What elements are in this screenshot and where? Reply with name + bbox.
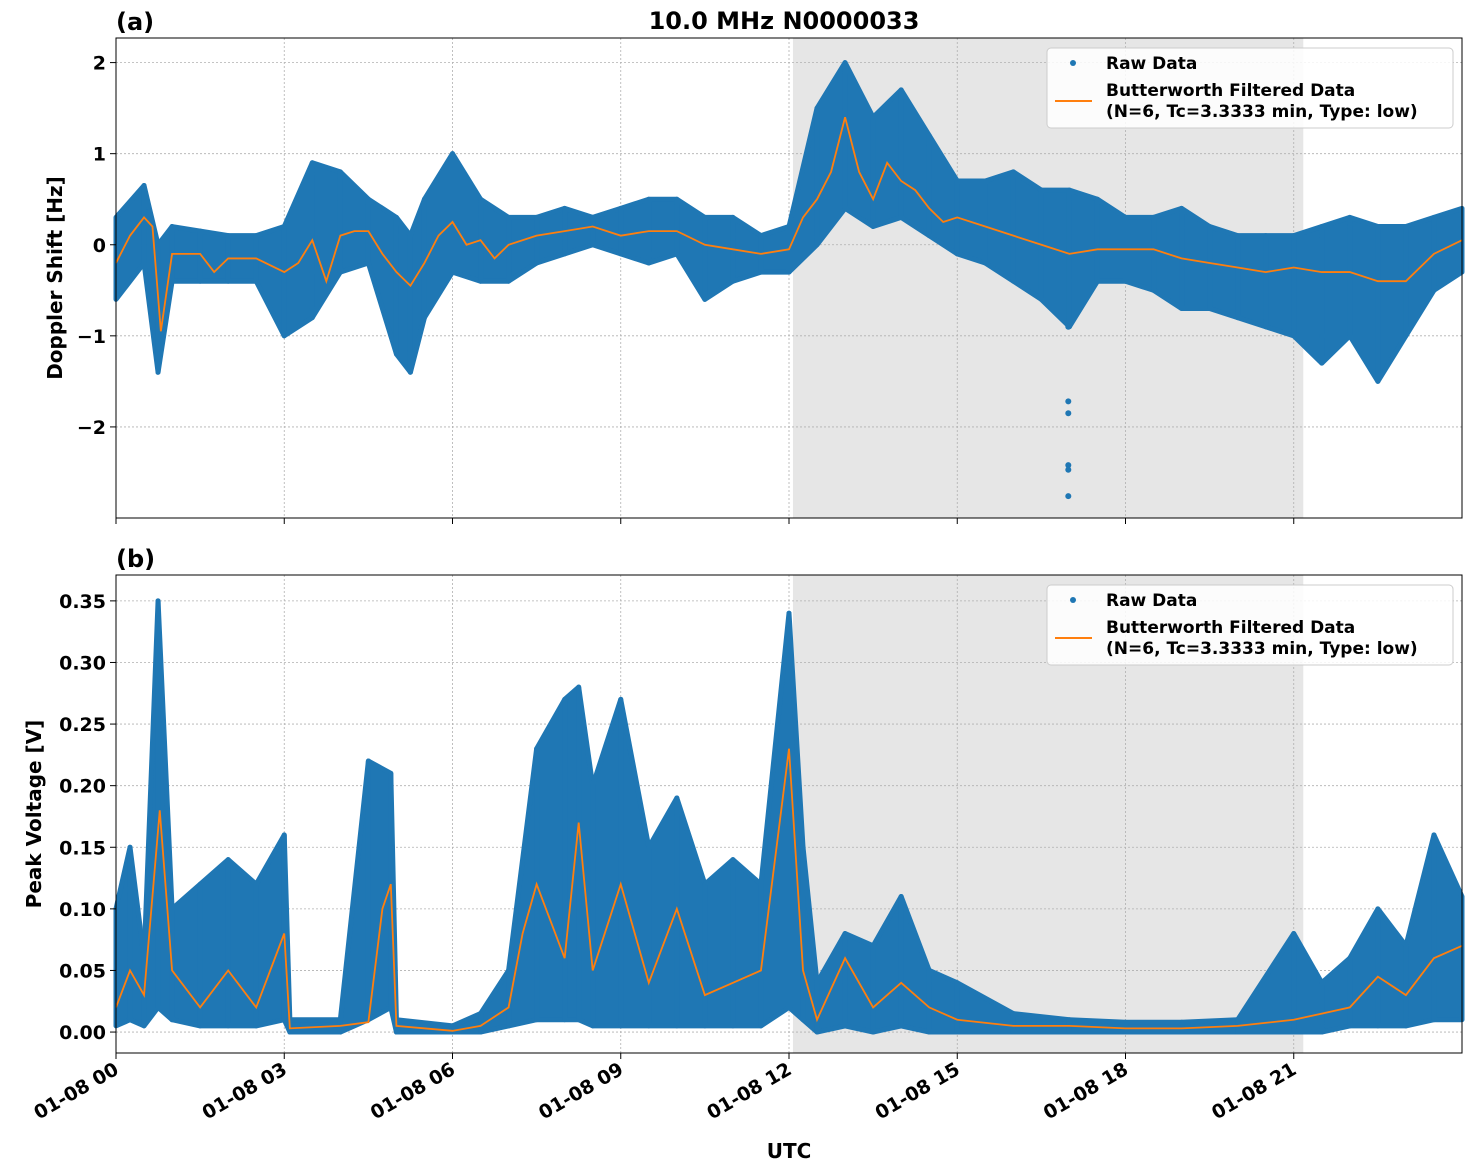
raw-data-band xyxy=(253,224,287,339)
raw-data-band xyxy=(1207,224,1241,321)
figure-title: 10.0 MHz N0000033 xyxy=(649,7,920,35)
raw-data-band xyxy=(450,151,484,284)
raw-data-band xyxy=(169,881,203,1029)
x-tick-label: 01-08 03 xyxy=(198,1058,290,1124)
raw-data-band xyxy=(506,214,540,284)
y-tick-label: −1 xyxy=(77,326,106,348)
raw-data-band xyxy=(674,196,708,302)
raw-data-band xyxy=(365,758,394,1023)
raw-data-band xyxy=(337,758,371,1035)
raw-data-band xyxy=(1123,1019,1185,1035)
raw-data-band xyxy=(478,196,512,284)
legend: Raw Data Butterworth Filtered Data(N=6, T… xyxy=(1046,47,1454,129)
legend-box xyxy=(1046,584,1454,666)
raw-data-band xyxy=(113,183,147,302)
raw-data-band xyxy=(590,696,624,1029)
legend-raw-marker xyxy=(1070,597,1076,603)
raw-data-point xyxy=(1065,323,1072,330)
raw-data-band xyxy=(1010,169,1044,302)
x-tick-label: 01-08 09 xyxy=(535,1058,627,1124)
y-axis-label: Peak Voltage [V] xyxy=(22,720,46,909)
x-tick-label: 01-08 21 xyxy=(1208,1058,1300,1124)
raw-data-point xyxy=(1065,466,1072,473)
raw-data-band xyxy=(702,214,736,302)
raw-data-band xyxy=(365,196,399,357)
legend-box xyxy=(1046,47,1454,129)
raw-data-band xyxy=(1123,214,1157,293)
y-tick-label: 1 xyxy=(93,144,106,166)
raw-data-point xyxy=(1065,410,1072,417)
y-tick-label: 0.20 xyxy=(59,776,106,798)
x-axis-label: UTC xyxy=(767,1139,812,1163)
y-tick-label: 0.35 xyxy=(59,591,106,613)
legend-raw-label: Raw Data xyxy=(1106,591,1197,611)
raw-data-band xyxy=(1319,955,1353,1035)
raw-data-band xyxy=(534,696,568,1023)
raw-data-point xyxy=(1065,493,1072,500)
x-tick-label: 01-08 06 xyxy=(367,1058,459,1124)
raw-data-band xyxy=(337,169,371,275)
legend-filtered-label: Butterworth Filtered Data xyxy=(1106,81,1355,101)
raw-data-band xyxy=(730,857,764,1029)
panel-label: (b) xyxy=(116,545,155,573)
raw-data-band xyxy=(281,160,315,339)
y-tick-label: 0.00 xyxy=(59,1022,106,1044)
raw-data-band xyxy=(702,857,736,1029)
legend: Raw Data Butterworth Filtered Data(N=6, T… xyxy=(1046,584,1454,666)
raw-data-band xyxy=(1375,224,1409,384)
raw-data-band xyxy=(1431,205,1465,293)
raw-data-band xyxy=(870,87,904,230)
raw-data-band xyxy=(1347,214,1381,384)
y-tick-label: 0.05 xyxy=(59,960,106,982)
y-tick-label: 0.25 xyxy=(59,714,106,736)
panel-b-peak-voltage: 0.35 0.30 0.25 0.20 0.15 0.10 0.05 0.00 01-08 00… xyxy=(22,545,1465,1163)
raw-data-band xyxy=(1291,224,1325,366)
raw-data-band xyxy=(1431,832,1465,1023)
raw-data-band xyxy=(1038,187,1072,330)
legend-filtered-label: Butterworth Filtered Data xyxy=(1106,618,1355,638)
x-tick-label: 01-08 12 xyxy=(703,1058,795,1124)
panel-a-doppler-shift: 2 1 0 −1 −2 (a) Doppler Shift [Hz] Raw Data Butt… xyxy=(43,8,1465,524)
filtered-data-line xyxy=(115,748,1463,1032)
raw-data-band xyxy=(1403,832,1437,1029)
filtered-data-line xyxy=(115,117,1463,332)
raw-data-band xyxy=(618,696,652,1029)
y-tick-label: 0 xyxy=(93,235,106,257)
y-tick-label: 0.10 xyxy=(59,899,106,921)
raw-data-band xyxy=(1010,1011,1072,1035)
raw-data-band xyxy=(926,967,960,1035)
legend-raw-marker xyxy=(1070,60,1076,66)
raw-data-band xyxy=(197,228,231,284)
y-tick-label: −2 xyxy=(77,417,106,439)
raw-data-band xyxy=(758,610,792,1029)
raw-data-band xyxy=(1151,205,1185,312)
x-tick-label: 01-08 00 xyxy=(30,1058,122,1124)
legend-filtered-params: (N=6, Tc=3.3333 min, Type: low) xyxy=(1106,639,1418,659)
raw-data-point xyxy=(1065,462,1072,469)
raw-data-band xyxy=(309,160,343,321)
legend-raw-label: Raw Data xyxy=(1106,54,1197,74)
x-tick-label: 01-08 15 xyxy=(871,1058,963,1124)
raw-data-band xyxy=(1375,906,1409,1029)
raw-data-band xyxy=(674,795,708,1029)
raw-data-point xyxy=(1065,398,1072,405)
legend-filtered-params: (N=6, Tc=3.3333 min, Type: low) xyxy=(1106,102,1418,122)
raw-data-band xyxy=(646,795,680,1029)
y-tick-label: 0.15 xyxy=(59,837,106,859)
raw-data-band xyxy=(982,169,1016,284)
panel-label: (a) xyxy=(116,8,154,36)
raw-data-band xyxy=(1319,214,1353,366)
raw-data-band xyxy=(1347,906,1381,1029)
raw-data-band xyxy=(1263,233,1297,339)
x-tick-label: 01-08 18 xyxy=(1040,1058,1132,1124)
y-tick-label: 0.30 xyxy=(59,652,106,674)
y-tick-label: 2 xyxy=(93,53,106,75)
y-axis-label: Doppler Shift [Hz] xyxy=(43,176,67,380)
raw-data-band xyxy=(1235,233,1269,330)
